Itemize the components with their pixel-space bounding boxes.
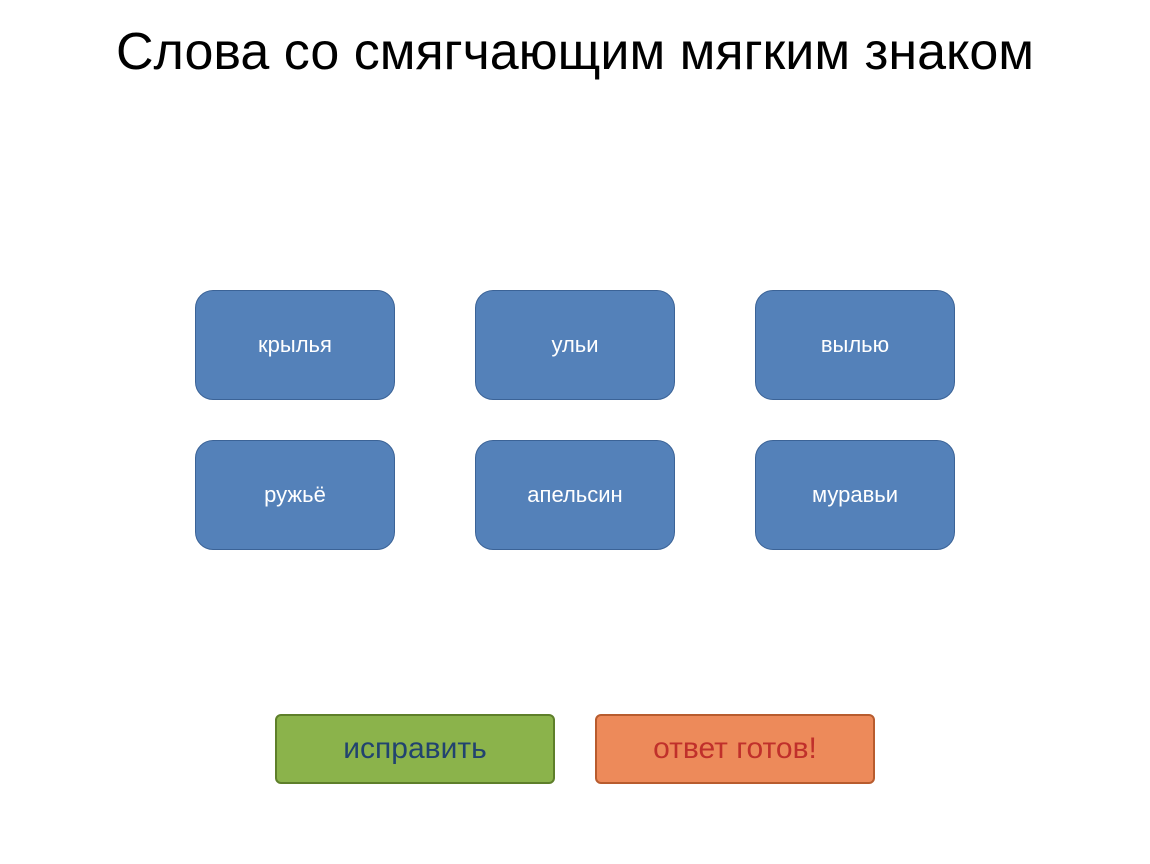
tiles-grid: крылья ульи вылью ружьё апельсин муравьи bbox=[0, 290, 1150, 590]
word-tile[interactable]: вылью bbox=[755, 290, 955, 400]
word-tile-label: вылью bbox=[821, 332, 889, 358]
word-tile-label: крылья bbox=[258, 332, 332, 358]
word-tile-label: апельсин bbox=[527, 482, 622, 508]
actions-row: исправить ответ готов! bbox=[0, 714, 1150, 784]
tile-row-1: крылья ульи вылью bbox=[0, 290, 1150, 400]
ready-button-label: ответ готов! bbox=[653, 732, 817, 766]
word-tile[interactable]: ульи bbox=[475, 290, 675, 400]
page-title: Слова со смягчающим мягким знаком bbox=[0, 0, 1150, 85]
ready-button[interactable]: ответ готов! bbox=[595, 714, 875, 784]
word-tile-label: муравьи bbox=[812, 482, 898, 508]
word-tile[interactable]: крылья bbox=[195, 290, 395, 400]
word-tile[interactable]: ружьё bbox=[195, 440, 395, 550]
word-tile-label: ульи bbox=[551, 332, 598, 358]
word-tile[interactable]: муравьи bbox=[755, 440, 955, 550]
word-tile-label: ружьё bbox=[264, 482, 326, 508]
fix-button[interactable]: исправить bbox=[275, 714, 555, 784]
word-tile[interactable]: апельсин bbox=[475, 440, 675, 550]
tile-row-2: ружьё апельсин муравьи bbox=[0, 440, 1150, 550]
fix-button-label: исправить bbox=[343, 732, 486, 766]
